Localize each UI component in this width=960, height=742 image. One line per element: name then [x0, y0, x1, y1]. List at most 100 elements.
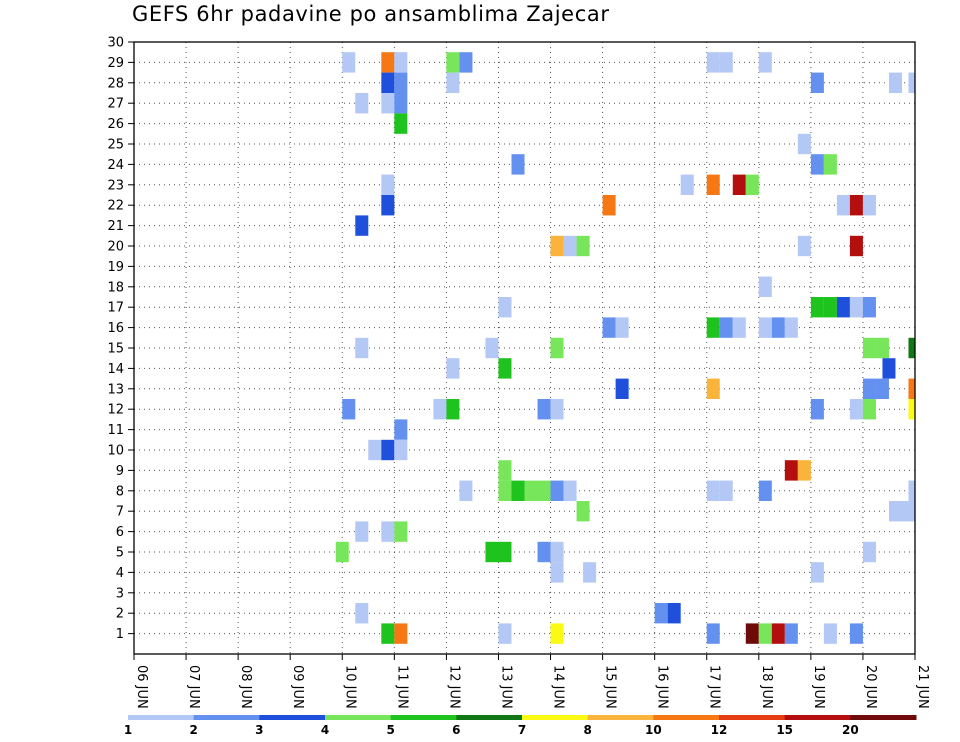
- legend-label: 5: [386, 723, 394, 737]
- y-tick-label: 15: [107, 342, 124, 357]
- legend-label: 20: [842, 723, 859, 737]
- legend-swatch: [390, 715, 457, 720]
- y-tick-label: 28: [107, 76, 124, 91]
- heatmap-cell: [498, 480, 512, 501]
- heatmap-cell: [498, 358, 512, 379]
- heatmap-cell: [381, 174, 395, 195]
- heatmap-cell: [849, 623, 863, 644]
- y-tick-label: 10: [107, 444, 124, 459]
- heatmap-cell: [381, 439, 395, 461]
- legend-label: 12: [711, 723, 728, 737]
- heatmap-cell: [758, 52, 772, 73]
- heatmap-cell: [583, 562, 597, 583]
- heatmap-cell: [823, 623, 837, 644]
- heatmap-cell: [875, 337, 889, 359]
- heatmap-cell: [784, 460, 798, 481]
- x-tick-label: 21 JUN: [915, 665, 930, 709]
- heatmap-cell: [394, 623, 408, 644]
- heatmap-cell: [381, 52, 395, 73]
- heatmap-cell: [537, 541, 551, 563]
- heatmap-cell: [908, 399, 915, 420]
- y-tick-label: 25: [107, 138, 124, 153]
- heatmap-cell: [758, 317, 772, 338]
- heatmap-cell: [459, 480, 473, 501]
- heatmap-cell: [550, 541, 564, 563]
- heatmap-cell: [862, 399, 876, 420]
- data-cells: [335, 52, 915, 644]
- heatmap-cell: [459, 52, 473, 73]
- heatmap-cell: [550, 235, 564, 257]
- heatmap-cell: [888, 501, 902, 522]
- heatmap-cell: [446, 358, 460, 379]
- y-tick-label: 2: [116, 607, 124, 622]
- legend-label: 2: [189, 723, 197, 737]
- heatmap-cell: [823, 297, 837, 318]
- y-tick-label: 27: [107, 97, 124, 112]
- heatmap-cell: [381, 93, 395, 114]
- y-tick-label: 29: [107, 56, 124, 71]
- x-tick-label: 12 JUN: [446, 665, 461, 709]
- x-tick-label: 09 JUN: [290, 665, 305, 709]
- y-tick-label: 11: [107, 423, 124, 438]
- heatmap-cell: [908, 480, 915, 501]
- heatmap-cell: [849, 399, 863, 420]
- x-tick-label: 20 JUN: [863, 665, 878, 709]
- heatmap-cell: [849, 235, 863, 257]
- heatmap-cell: [810, 399, 824, 420]
- legend-swatch: [719, 715, 786, 720]
- heatmap-cell: [576, 501, 590, 522]
- x-tick-label: 19 JUN: [811, 665, 826, 709]
- heatmap-cell: [550, 337, 564, 359]
- y-tick-label: 12: [107, 403, 124, 418]
- heatmap-cell: [602, 317, 616, 338]
- heatmap-cell: [394, 439, 408, 461]
- heatmap-cell: [810, 154, 824, 175]
- y-tick-label: 5: [116, 546, 124, 561]
- y-tick-label: 7: [116, 505, 124, 520]
- y-tick-label: 4: [116, 566, 124, 581]
- grid-lines: [134, 42, 915, 654]
- heatmap-cell: [446, 399, 460, 420]
- heatmap-cell: [836, 195, 850, 216]
- heatmap-cell: [511, 154, 525, 175]
- heatmap-cell: [355, 521, 369, 542]
- heatmap-cell: [908, 337, 915, 359]
- heatmap-cell: [680, 174, 694, 195]
- heatmap-cell: [550, 623, 564, 644]
- heatmap-cell: [550, 480, 564, 501]
- heatmap-cell: [771, 317, 785, 338]
- y-tick-label: 26: [107, 117, 124, 132]
- x-tick-label: 16 JUN: [655, 665, 670, 709]
- heatmap-cell: [355, 215, 369, 236]
- heatmap-cell: [394, 521, 408, 542]
- heatmap-cell: [381, 72, 395, 93]
- heatmap-cell: [758, 276, 772, 297]
- heatmap-cell: [810, 72, 824, 93]
- heatmap-cell: [498, 541, 512, 563]
- heatmap-cell: [810, 297, 824, 318]
- heatmap-cell: [706, 174, 720, 195]
- heatmap-cell: [446, 52, 460, 73]
- y-tick-label: 6: [116, 525, 124, 540]
- legend-label: 15: [776, 723, 793, 737]
- legend-swatch: [522, 715, 589, 720]
- heatmap-cell: [563, 235, 577, 257]
- y-tick-label: 30: [107, 36, 124, 51]
- heatmap-cell: [888, 72, 902, 93]
- y-tick-label: 24: [107, 158, 124, 173]
- heatmap-cell: [797, 235, 811, 257]
- y-tick-label: 1: [116, 627, 124, 642]
- y-tick-label: 8: [116, 484, 124, 499]
- y-axis-ticks: 1234567891011121314151617181920212223242…: [107, 36, 134, 642]
- heatmap-cell: [446, 72, 460, 93]
- heatmap-cell: [908, 72, 915, 93]
- heatmap-cell: [355, 337, 369, 359]
- heatmap-cell: [706, 52, 720, 73]
- heatmap-cell: [563, 480, 577, 501]
- heatmap-cell: [381, 623, 395, 644]
- heatmap-cell: [862, 378, 876, 399]
- y-tick-label: 22: [107, 199, 124, 214]
- heatmap-cell: [433, 399, 447, 420]
- legend-label: 10: [645, 723, 662, 737]
